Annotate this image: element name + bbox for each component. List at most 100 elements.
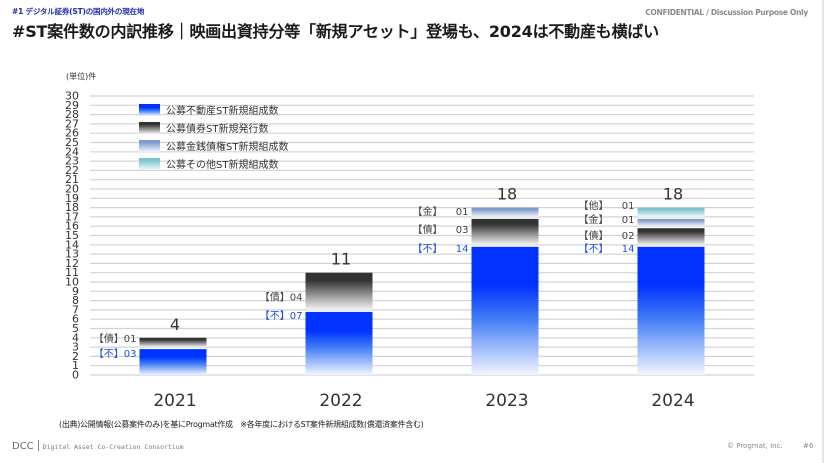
bars <box>139 207 705 375</box>
legend: 公募不動産ST新規組成数公募債券ST新規発行数公募金銭債権ST新規組成数公募その… <box>139 104 288 171</box>
segment-label: 【不】 14 <box>413 243 469 255</box>
y-tick-label: 26 <box>65 127 79 140</box>
bar-segment <box>471 218 539 245</box>
legend-swatch <box>139 158 160 170</box>
total-labels: 4 11 18 18 <box>170 185 683 334</box>
x-tick-label: 2024 <box>651 391 694 411</box>
segment-label: 【債】 03 <box>413 223 469 236</box>
y-tick-label: 15 <box>65 229 79 242</box>
segment-label-category: 【金】 <box>579 213 609 226</box>
segment-label-value: 01 <box>622 215 635 226</box>
segment-label: 【債】04 <box>260 291 303 304</box>
x-tick-label: 2022 <box>319 391 362 411</box>
bar-segment <box>305 272 373 310</box>
segment-label-value: 【不】03 <box>94 348 137 360</box>
y-tick-label: 7 <box>72 303 79 316</box>
segment-label-value: 【債】04 <box>260 291 303 304</box>
segment-label: 【不】03 <box>94 348 137 360</box>
segment-label-category: 【債】 <box>413 223 443 236</box>
legend-label: 公募債券ST新規発行数 <box>166 122 268 135</box>
x-tick-label: 2021 <box>153 391 196 411</box>
segment-label: 【不】07 <box>260 310 303 322</box>
x-tick-label: 2023 <box>485 391 528 411</box>
logo-dcc: DCC <box>12 441 34 452</box>
y-tick-label: 6 <box>72 313 79 326</box>
segment-label-value: 03 <box>456 225 469 236</box>
bar-segment <box>139 349 207 375</box>
y-tick-label: 20 <box>65 183 79 196</box>
y-tick-label: 1 <box>72 359 79 372</box>
y-tick-label: 13 <box>65 248 79 261</box>
legend-swatch <box>139 104 160 116</box>
segment-label-category: 【不】 <box>579 243 609 255</box>
legend-label: 公募その他ST新規組成数 <box>166 158 278 171</box>
confidential-notice: CONFIDENTIAL / Discussion Purpose Only <box>645 8 808 17</box>
segment-label: 【金】 01 <box>579 213 635 226</box>
bar-segment <box>305 311 373 375</box>
y-tick-label: 4 <box>72 331 79 344</box>
y-tick-label: 19 <box>65 192 79 205</box>
legend-item: 公募その他ST新規組成数 <box>139 158 278 171</box>
legend-item: 公募金銭債権ST新規組成数 <box>139 140 288 153</box>
y-tick-label: 16 <box>65 220 79 233</box>
segment-label-category: 【債】 <box>579 229 609 242</box>
legend-swatch <box>139 122 160 134</box>
y-tick-label: 17 <box>65 210 79 223</box>
bar-segment <box>637 218 705 227</box>
total-label: 18 <box>663 185 683 204</box>
segment-label-value: 01 <box>622 201 635 212</box>
segment-label-category: 【金】 <box>413 205 443 218</box>
y-tick-label: 0 <box>72 369 79 382</box>
y-tick-label: 11 <box>65 266 79 279</box>
segment-label-value: 02 <box>622 231 635 242</box>
y-tick-label: 28 <box>65 108 79 121</box>
segment-label: 【金】 01 <box>413 205 469 218</box>
x-axis-ticks: 2021 2022 2023 2024 <box>153 391 694 411</box>
source-note: (出典)公開情報(公募案件のみ)を基にProgmat作成 ※各年度におけるST案… <box>59 420 424 429</box>
legend-label: 公募不動産ST新規組成数 <box>166 104 278 117</box>
y-tick-label: 22 <box>65 164 79 177</box>
y-tick-label: 25 <box>65 136 79 149</box>
y-tick-label: 8 <box>72 294 79 307</box>
segment-label-value: 14 <box>622 244 635 255</box>
segment-label: 【不】 14 <box>579 243 635 255</box>
legend-item: 公募債券ST新規発行数 <box>139 122 268 135</box>
segment-labels: 【不】03【債】01【不】07【債】04【不】 14【債】 03【金】 01【不】 14… <box>94 199 635 360</box>
y-tick-label: 5 <box>72 322 79 335</box>
footer-logo: DCC Digital Asset Co-Creation Consortium <box>12 440 184 452</box>
page-right-border <box>822 0 824 463</box>
y-tick-label: 3 <box>72 341 79 354</box>
section-label: #1 デジタル証券(ST)の国内外の現在地 <box>12 7 145 16</box>
bar-segment <box>637 207 705 217</box>
page-number: #6 <box>803 442 814 450</box>
bar-segment <box>637 246 705 375</box>
segment-label-value: 【不】07 <box>260 310 303 322</box>
copyright: © Progmat, Inc. <box>727 442 783 450</box>
y-tick-label: 30 <box>65 90 79 103</box>
y-tick-label: 23 <box>65 155 79 168</box>
y-axis-ticks: 0123456789101112131415161718192021222324… <box>65 90 79 382</box>
logo-consortium: Digital Asset Co-Creation Consortium <box>42 443 184 451</box>
y-tick-label: 18 <box>65 201 79 214</box>
y-tick-label: 2 <box>72 350 79 363</box>
y-tick-label: 24 <box>65 145 79 158</box>
total-label: 18 <box>497 185 517 204</box>
legend-swatch <box>139 140 160 152</box>
y-tick-label: 9 <box>72 285 79 298</box>
y-tick-label: 12 <box>65 257 79 270</box>
segment-label-value: 【債】01 <box>94 332 137 345</box>
segment-label: 【債】01 <box>94 332 137 345</box>
total-label: 11 <box>331 250 351 269</box>
total-label: 4 <box>170 315 180 334</box>
y-tick-label: 29 <box>65 99 79 112</box>
segment-label: 【債】 02 <box>579 229 635 242</box>
segment-label-category: 【他】 <box>579 199 609 212</box>
segment-label: 【他】 01 <box>579 199 635 212</box>
bar-segment <box>471 246 539 375</box>
y-tick-label: 14 <box>65 238 79 251</box>
page-title: #ST案件数の内訳推移｜映画出資持分等「新規アセット」登場も、2024は不動産も… <box>12 22 659 41</box>
bar-segment <box>471 207 539 217</box>
segment-label-category: 【不】 <box>413 243 443 255</box>
segment-label-value: 01 <box>456 207 469 218</box>
